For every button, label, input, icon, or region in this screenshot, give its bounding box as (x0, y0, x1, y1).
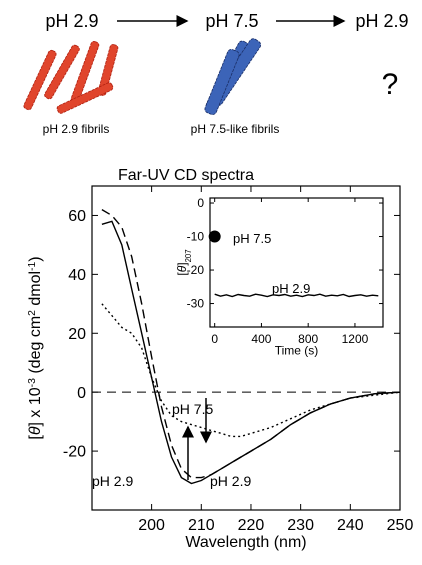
x-tick-label: 250 (387, 517, 414, 534)
x-tick-label: 400 (251, 332, 271, 346)
y-label-part: ) (27, 256, 44, 261)
question-mark: ? (382, 68, 399, 101)
y-label-part: θ (175, 265, 189, 272)
decoration (182, 398, 212, 480)
state-label: pH 2.9 (45, 11, 98, 31)
x-tick-label: 1200 (342, 332, 369, 346)
y-tick-label: -20 (187, 263, 205, 277)
y-label-part: ] x 10 (27, 387, 44, 426)
data-line (214, 293, 379, 298)
annotation: pH 2.9 (210, 473, 251, 489)
y-label-part: dmol (27, 271, 44, 310)
x-tick-label: 230 (287, 517, 314, 534)
plot-frame (209, 197, 384, 328)
x-tick-label: 800 (298, 332, 318, 346)
y-label-part: 207 (184, 249, 193, 262)
annotation: pH 2.9 (92, 473, 133, 489)
y-tick-label: 60 (68, 208, 86, 225)
caption: pH 7.5-like fibrils (191, 122, 280, 136)
blue-fibril (204, 38, 262, 115)
red-fibrils (23, 41, 119, 114)
x-tick-label: 240 (337, 517, 364, 534)
y-tick-label: -20 (63, 444, 86, 461)
y-label-part: (deg cm (27, 316, 44, 378)
x-tick-label: 200 (138, 517, 165, 534)
inset-chart: 0 400 800 1200 -30 -20 -10 0 Time (s) [θ]207 pH 7.… (175, 196, 384, 358)
x-tick-label: 0 (211, 332, 218, 346)
x-axis-label: Time (s) (275, 344, 319, 358)
y-tick-label: -10 (187, 230, 205, 244)
x-axis-label: Wavelength (nm) (185, 534, 306, 551)
chart-title: Far-UV CD spectra (118, 167, 254, 184)
y-tick-label: 20 (68, 326, 86, 343)
state-label: pH 2.9 (355, 11, 408, 31)
data-line (101, 208, 401, 479)
y-label-part: -1 (27, 261, 38, 270)
x-tick-label: 210 (188, 517, 215, 534)
y-tick-label: 40 (68, 267, 86, 284)
annotation: pH 7.5 (172, 401, 213, 417)
y-label-part: ] (175, 262, 189, 265)
data-point (208, 230, 221, 243)
caption: pH 2.9 fibrils (43, 122, 110, 136)
y-tick-label: 0 (197, 196, 204, 210)
annotation: pH 2.9 (272, 281, 310, 296)
x-tick-label: 220 (238, 517, 265, 534)
y-label-part: -3 (27, 378, 38, 387)
state-label: pH 7.5 (205, 11, 258, 31)
y-label-part: 2 (27, 310, 38, 316)
y-axis-label: [θ]207 (175, 249, 193, 275)
y-tick-label: 0 (77, 385, 86, 402)
y-label-part: θ (27, 426, 44, 435)
annotation: pH 7.5 (233, 231, 271, 246)
y-label-part: [ (175, 272, 189, 276)
y-axis-label: [θ] x 10-3 (deg cm2 dmol-1) (27, 256, 45, 439)
y-tick-label: -30 (187, 297, 205, 311)
y-label-part: [ (27, 435, 44, 440)
